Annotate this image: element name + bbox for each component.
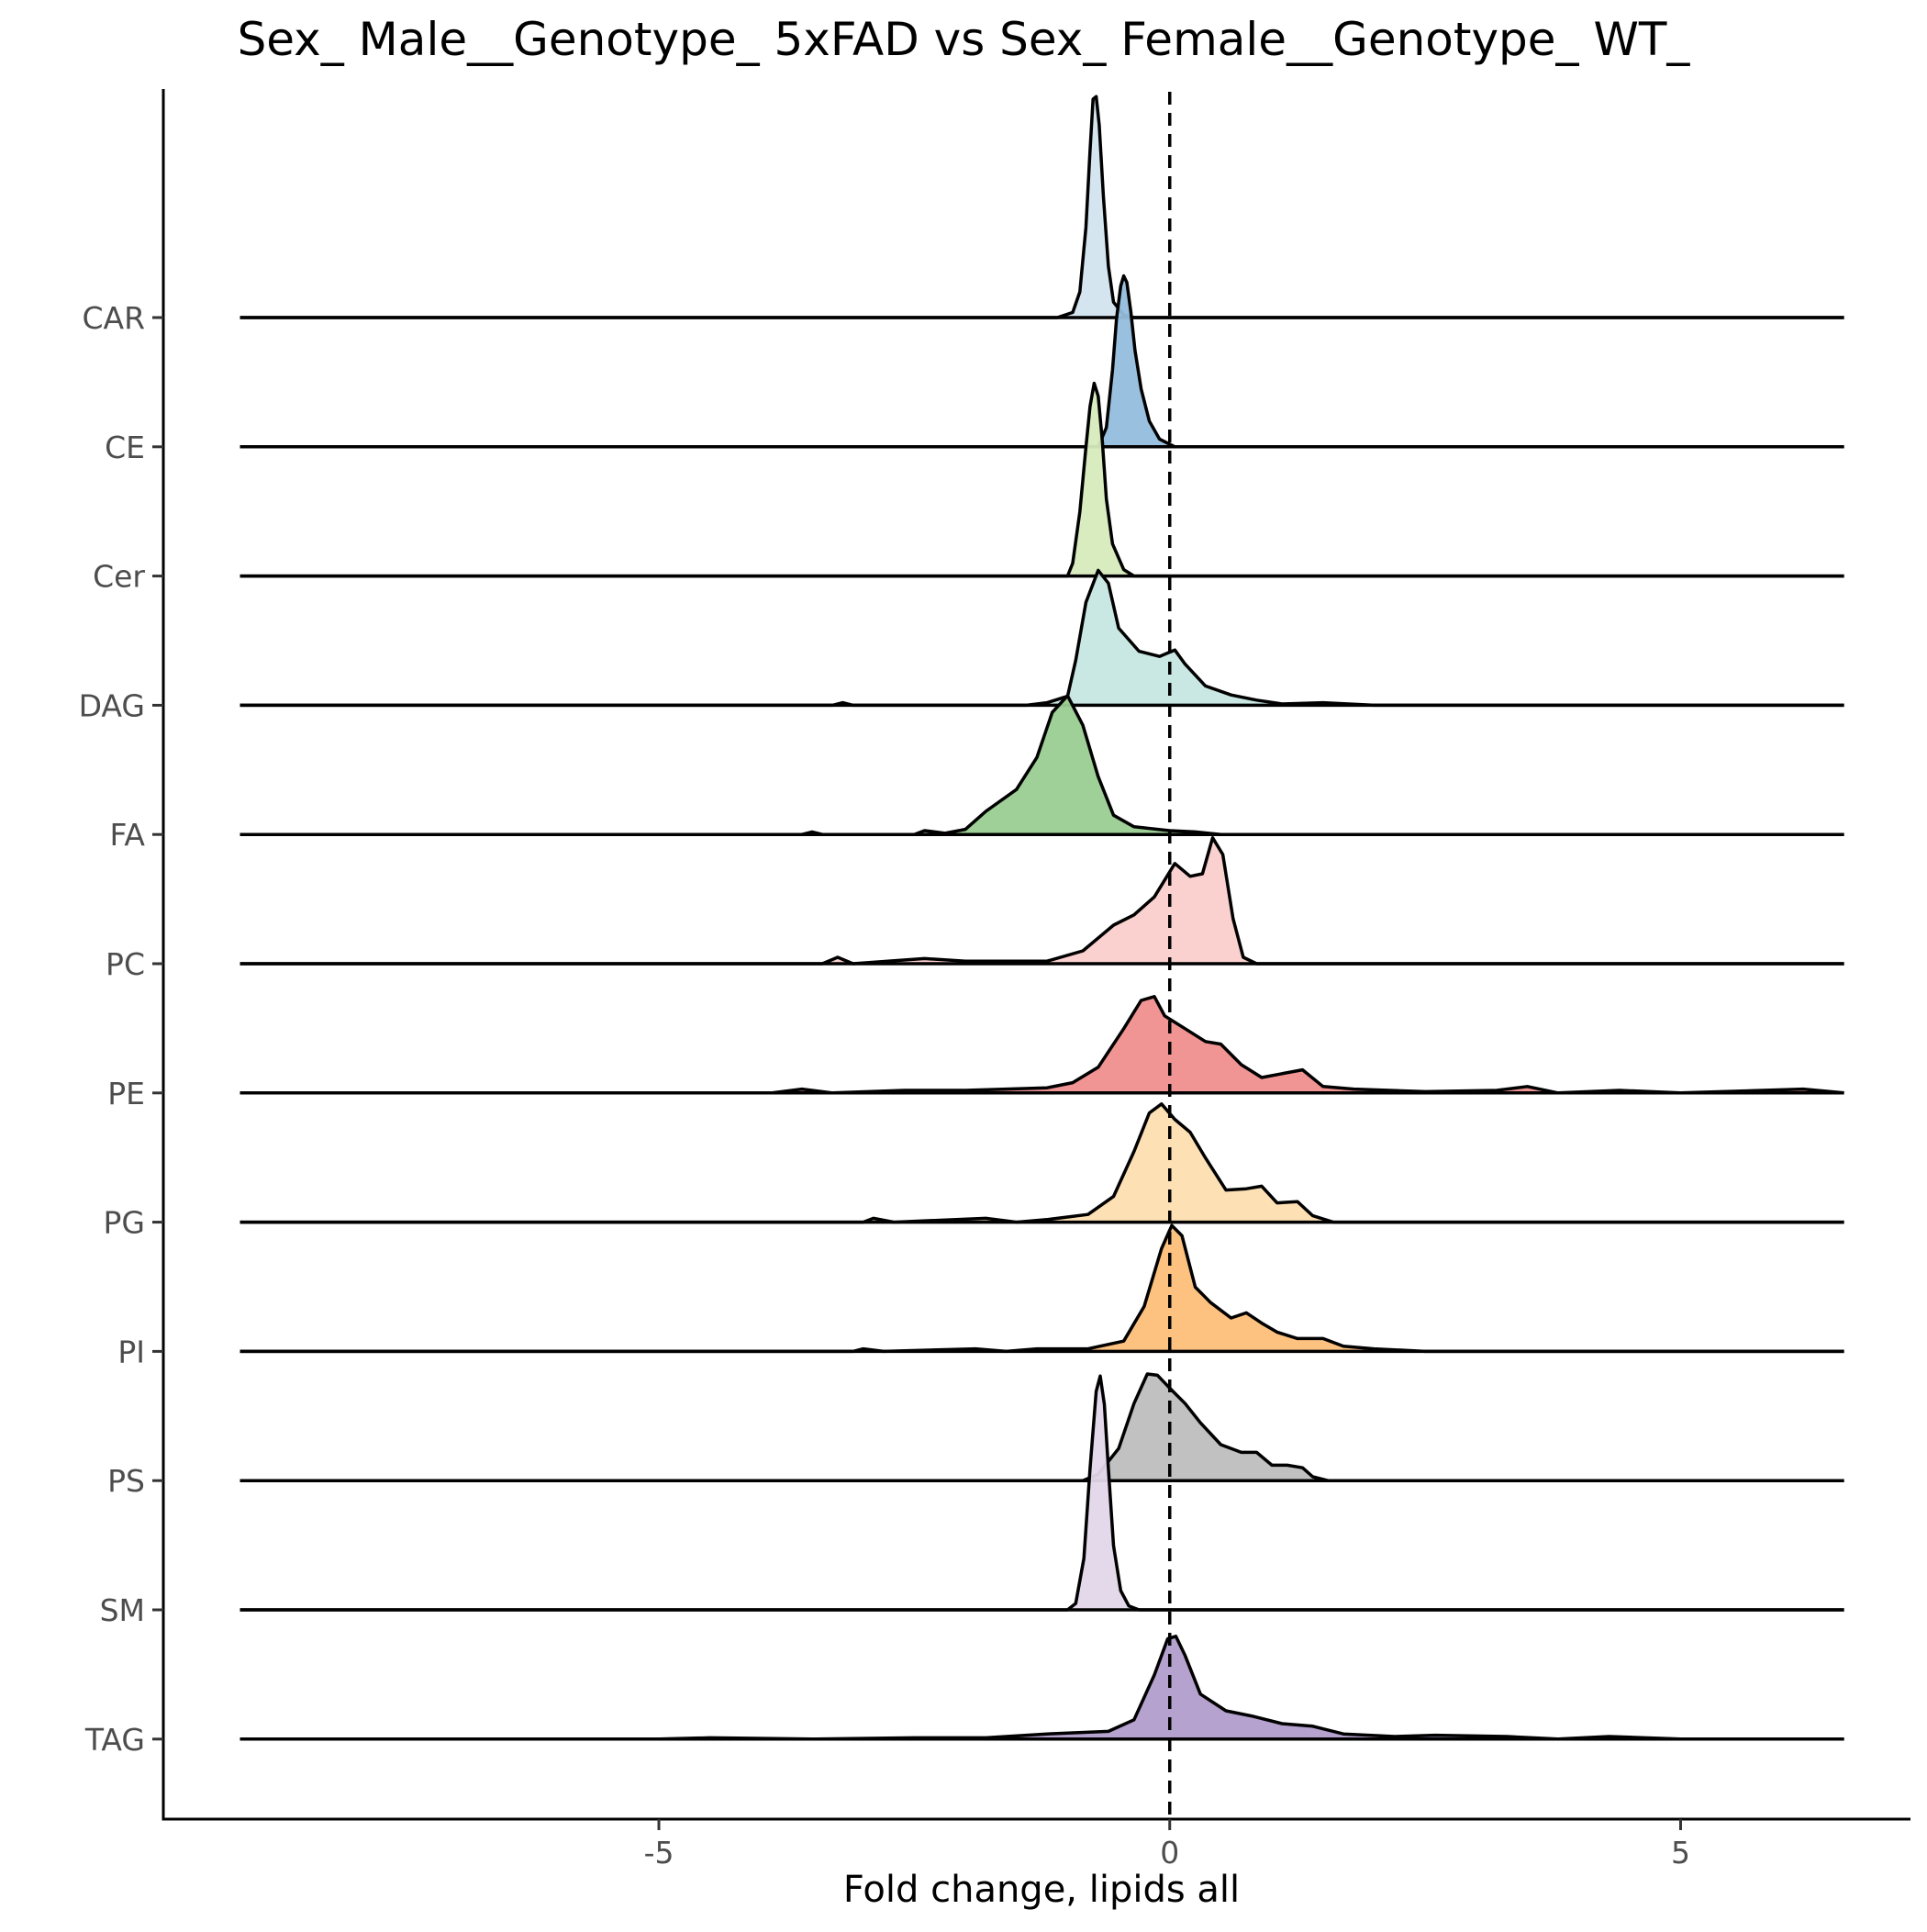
y-tick-label-fa: FA [109,817,145,853]
ridge-fill-fa [239,696,1844,835]
ridge-pc [239,836,1844,966]
y-tick-label-pc: PC [106,946,145,982]
ridge-sm [239,1374,1844,1612]
y-tick-label-tag: TAG [84,1722,145,1758]
ridge-tag [239,1635,1844,1741]
ridge-fill-sm [239,1376,1844,1610]
y-tick-label-cer: Cer [93,559,145,595]
x-tick-label-0: -5 [644,1835,674,1871]
x-tick-label-2: 5 [1671,1835,1690,1871]
ridge-outline-sm [239,1374,1844,1612]
ridge-outline-ps [239,1372,1844,1482]
ridge-fill-pe [239,996,1844,1093]
ridge-pi [239,1223,1844,1354]
ridge-fill-pc [239,837,1844,964]
ridge-outline-pi [239,1223,1844,1354]
axes-layer: CAR CE Cer DAG FA PC PE PG PI PS SM TAG -5 0 5 [79,89,1910,1871]
y-tick-label-pg: PG [104,1205,145,1241]
x-tick-label-1: 0 [1160,1835,1179,1871]
ridge-outline-pg [239,1102,1844,1224]
y-tick-label-pi: PI [117,1334,145,1369]
x-axis-title: Fold change, lipids all [843,1869,1240,1911]
ridge-fill-pi [239,1225,1844,1352]
ridge-fa [239,694,1844,836]
ridge-ce [239,274,1844,449]
ridge-fill-cer [239,383,1844,576]
ridge-outline-pe [239,995,1844,1095]
ridge-dag [239,568,1844,708]
ridge-fill-pg [239,1103,1844,1223]
y-tick-label-dag: DAG [79,687,145,723]
y-tick-label-pe: PE [107,1076,145,1111]
y-tick-label-ps: PS [107,1463,145,1499]
ridge-cer [239,381,1844,578]
ridge-fill-car [239,96,1844,318]
ridges-layer [239,95,1844,1741]
ridge-ps [239,1372,1844,1482]
ridge-outline-pc [239,836,1844,966]
ridge-fill-ce [239,275,1844,447]
ridge-pg [239,1102,1844,1224]
ridge-outline-tag [239,1635,1844,1741]
ridge-outline-car [239,95,1844,319]
ridge-pe [239,995,1844,1095]
ridge-fill-dag [239,570,1844,706]
ridge-outline-cer [239,381,1844,578]
ridge-outline-dag [239,568,1844,708]
ridge-fill-ps [239,1374,1844,1481]
y-tick-label-car: CAR [82,300,145,336]
ridge-fill-tag [239,1636,1844,1739]
ridge-car [239,95,1844,319]
y-tick-label-ce: CE [105,430,145,465]
chart-title: Sex_ Male__Genotype_ 5xFAD vs Sex_ Femal… [238,13,1691,66]
ridge-outline-ce [239,274,1844,449]
y-tick-label-sm: SM [100,1592,145,1628]
